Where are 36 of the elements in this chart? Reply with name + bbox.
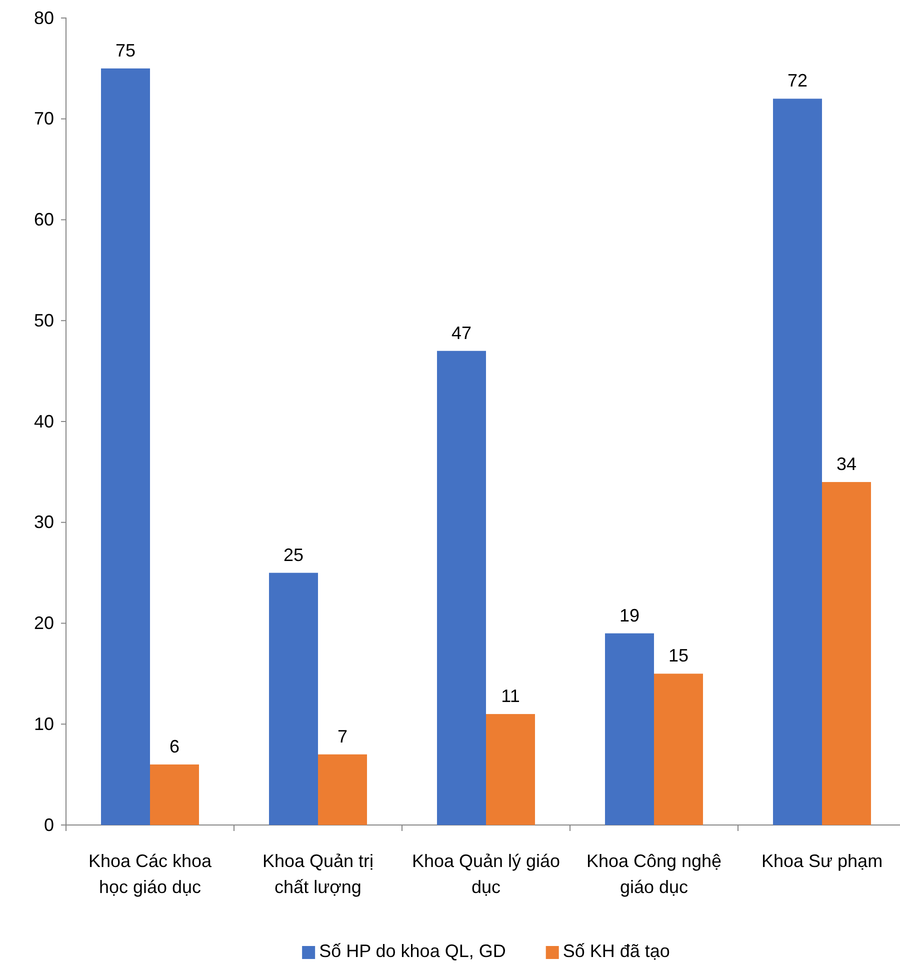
x-tick-label: Khoa Quản lý giáo dục	[412, 851, 560, 897]
x-tick-label: Khoa Quản trị chất lượng	[262, 851, 374, 897]
data-label: 11	[501, 686, 520, 706]
y-tick-label: 70	[34, 108, 54, 129]
legend-label: Số HP do khoa QL, GD	[319, 941, 506, 961]
data-label: 6	[169, 736, 180, 756]
y-tick-label: 10	[34, 714, 54, 734]
y-tick-label: 30	[34, 512, 54, 532]
data-label: 15	[668, 646, 689, 666]
y-tick-label: 0	[44, 814, 54, 835]
bar	[101, 68, 150, 825]
bar	[605, 633, 654, 825]
data-label: 34	[836, 454, 857, 474]
data-label: 7	[337, 726, 348, 746]
bar	[150, 764, 199, 825]
data-label: 19	[619, 605, 640, 626]
data-label: 25	[283, 544, 304, 565]
data-label: 47	[451, 322, 472, 343]
bar	[318, 754, 367, 825]
x-tick-label: Khoa Công nghệ giáo dục	[586, 851, 722, 897]
x-tick-label: Khoa Sư phạm	[761, 851, 883, 871]
bar	[773, 98, 822, 825]
data-label: 72	[787, 70, 808, 91]
bar	[822, 482, 871, 825]
legend-label: Số KH đã tạo	[562, 941, 670, 961]
y-tick-label: 50	[34, 310, 54, 330]
bar	[486, 714, 535, 825]
data-label: 75	[115, 40, 136, 60]
x-tick-label: Khoa Các khoa học giáo dục	[88, 851, 213, 897]
y-tick-label: 40	[34, 411, 54, 432]
bar	[269, 572, 318, 825]
bar	[654, 674, 703, 825]
y-tick-label: 60	[34, 210, 54, 230]
y-tick-label: 20	[34, 613, 54, 634]
y-tick-label: 80	[34, 8, 54, 28]
bar	[437, 350, 486, 825]
